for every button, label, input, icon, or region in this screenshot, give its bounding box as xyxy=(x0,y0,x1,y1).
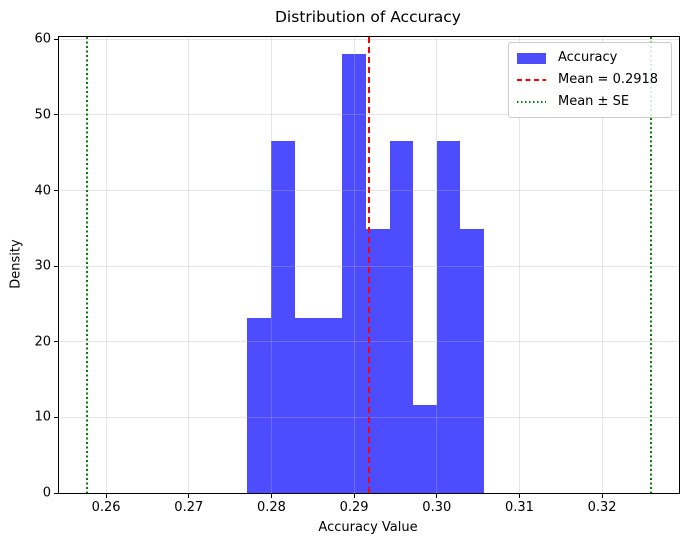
x-gridline xyxy=(601,37,603,493)
legend-se-label: Mean ± SE xyxy=(558,94,630,109)
y-tick-mark xyxy=(54,416,59,418)
histogram-bar xyxy=(271,141,295,493)
histogram-bar xyxy=(389,141,413,493)
legend-mean-label: Mean = 0.2918 xyxy=(558,72,659,87)
legend: Accuracy Mean = 0.2918 Mean ± SE xyxy=(508,42,672,118)
y-axis-label: Density xyxy=(8,239,24,289)
x-tick-label: 0.31 xyxy=(504,500,534,515)
x-gridline xyxy=(270,37,272,493)
x-tick-mark xyxy=(353,493,355,498)
y-tick-label: 60 xyxy=(34,31,51,47)
plot-area: Accuracy Mean = 0.2918 Mean ± SE 0.26 0.2… xyxy=(34,32,680,515)
legend-item-mean: Mean = 0.2918 xyxy=(517,72,663,88)
y-tick-mark xyxy=(54,492,59,494)
legend-accuracy-label: Accuracy xyxy=(558,50,618,65)
x-gridline xyxy=(518,37,520,493)
histogram-bar xyxy=(318,317,342,493)
y-tick-label: 40 xyxy=(34,183,51,198)
legend-se-dotted-line-sample xyxy=(517,101,546,103)
legend-mean-dashed-line-sample xyxy=(517,79,546,81)
y-tick-label: 50 xyxy=(34,107,51,123)
y-tick-mark xyxy=(54,38,59,40)
histogram-bar xyxy=(412,405,437,493)
histogram-bar xyxy=(365,229,390,493)
se-line xyxy=(650,37,652,493)
histogram-bar xyxy=(341,53,366,493)
mean-line xyxy=(368,37,370,493)
y-tick-mark xyxy=(54,265,59,267)
histogram-bar xyxy=(459,229,484,493)
y-tick-mark xyxy=(54,341,59,343)
x-tick-label: 0.30 xyxy=(422,500,452,515)
se-line xyxy=(86,37,88,493)
x-tick-mark xyxy=(436,493,438,498)
x-tick-label: 0.29 xyxy=(339,500,369,515)
histogram-bar xyxy=(294,317,319,493)
histogram-bar xyxy=(247,317,272,493)
y-tick-label: 20 xyxy=(34,334,51,350)
x-tick-mark xyxy=(601,493,603,498)
x-tick-mark xyxy=(105,493,107,498)
y-tick-label: 10 xyxy=(34,409,51,425)
legend-item-accuracy: Accuracy xyxy=(517,50,663,66)
x-tick-label: 0.32 xyxy=(587,500,617,515)
legend-accuracy-swatch xyxy=(517,52,546,64)
x-tick-mark xyxy=(270,493,272,498)
y-tick-label: 30 xyxy=(34,258,51,274)
x-gridline xyxy=(436,37,438,493)
y-tick-mark xyxy=(54,114,59,116)
x-tick-label: 0.28 xyxy=(256,500,286,515)
histogram-bar xyxy=(436,141,460,493)
x-gridline xyxy=(105,37,107,493)
y-tick-mark xyxy=(54,190,59,191)
x-gridline xyxy=(188,37,190,493)
x-tick-mark xyxy=(518,493,520,498)
y-tick-label: 0 xyxy=(42,485,51,501)
x-tick-label: 0.27 xyxy=(174,500,204,515)
x-tick-label: 0.26 xyxy=(91,500,121,515)
x-gridline xyxy=(353,37,355,493)
x-tick-mark xyxy=(188,493,190,498)
legend-item-se: Mean ± SE xyxy=(517,94,663,110)
chart-title: Distribution of Accuracy xyxy=(275,8,461,26)
x-axis-label: Accuracy Value xyxy=(318,520,418,535)
